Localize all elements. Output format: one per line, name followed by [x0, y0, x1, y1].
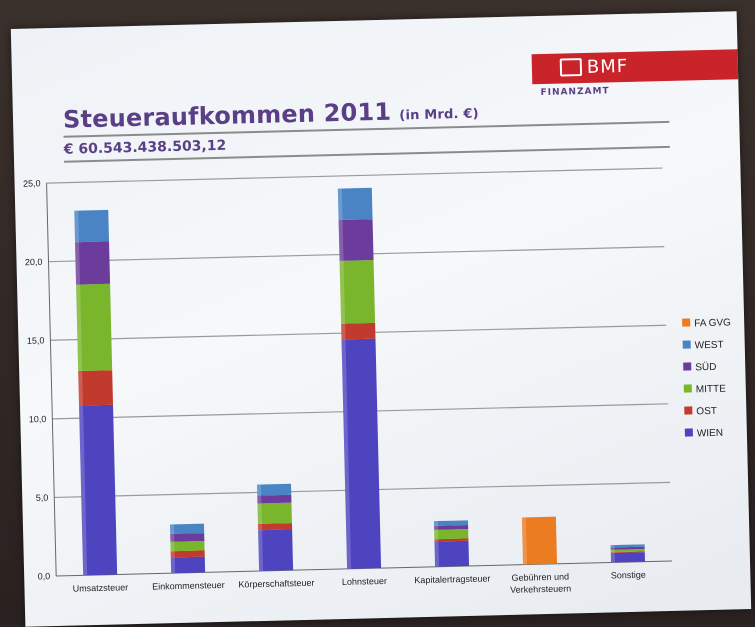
bar-highlight	[257, 503, 262, 524]
bar-highlight	[337, 188, 343, 221]
bar-highlight	[338, 219, 344, 261]
bar-highlight	[521, 517, 528, 565]
bar-segment-süd	[434, 525, 469, 530]
bar-segment-wien	[434, 540, 470, 567]
y-tick-label: 0,0	[38, 571, 51, 581]
bar-segment-mitte	[257, 502, 292, 524]
bar-segment-mitte	[610, 549, 645, 553]
bar-highlight	[74, 210, 80, 243]
bar-highlight	[170, 533, 175, 542]
bar-segment-west	[337, 187, 373, 221]
bar-highlight	[170, 551, 175, 558]
bar-highlight	[79, 405, 88, 576]
bar-highlight	[610, 545, 615, 548]
bar-segment-süd	[610, 546, 645, 550]
bar-segment-ost	[610, 551, 645, 554]
x-category-label: Sonstige	[611, 570, 646, 581]
legend-swatch	[683, 362, 692, 371]
legend-label: WIEN	[697, 428, 723, 440]
bar-segment-wien	[341, 338, 382, 569]
x-category-label: Einkommensteuer	[152, 580, 225, 592]
y-tick-label: 15,0	[27, 335, 45, 345]
y-tick-label: 20,0	[25, 257, 43, 267]
bar-highlight	[434, 525, 439, 530]
y-tick-label: 5,0	[36, 493, 49, 503]
bar-segment-ost	[78, 370, 114, 406]
bar-highlight	[75, 242, 81, 285]
bar-segment-ost	[170, 550, 205, 558]
x-category-label: Verkehrsteuern	[510, 583, 571, 594]
bar-segment-wien	[258, 529, 294, 572]
y-tick-label: 10,0	[29, 414, 47, 424]
legend-swatch	[682, 340, 691, 349]
bar-segment-west	[610, 544, 645, 548]
bars	[74, 187, 646, 576]
bar-segment-ost	[434, 538, 469, 542]
bar-segment-wien	[79, 404, 118, 576]
y-axis	[46, 183, 57, 577]
bar-highlight	[434, 541, 440, 567]
legend: FA GVG WEST SÜD MITTE OST WIEN	[682, 317, 731, 440]
bar-segment-süd	[338, 219, 374, 261]
bar-segment-mitte	[76, 283, 113, 372]
bar-highlight	[170, 557, 176, 574]
bar-segment-süd	[257, 494, 292, 504]
bar-highlight	[434, 539, 439, 542]
legend-swatch	[683, 384, 692, 393]
stacked-bar-chart: 0,0 5,0 10,0 15,0 20,0 25,0 Umsatzsteuer Einkom…	[23, 167, 731, 595]
x-category-label: Lohnsteuer	[342, 576, 387, 587]
bar-highlight	[257, 495, 262, 504]
bar-highlight	[434, 529, 439, 540]
x-category-label: Kapitalertragsteuer	[414, 573, 490, 585]
bar-highlight	[433, 521, 439, 526]
bar-highlight	[339, 260, 346, 324]
gridline	[46, 167, 663, 184]
bar-segment-wien	[170, 556, 206, 574]
legend-label: OST	[696, 406, 717, 417]
bar-highlight	[341, 339, 352, 569]
bar-segment-süd	[75, 241, 111, 285]
bar-segment-mitte	[170, 540, 205, 552]
x-category-label: Körperschaftsteuer	[238, 578, 314, 590]
legend-label: FA GVG	[694, 317, 731, 329]
bar-highlight	[169, 524, 175, 534]
bar-segment-west	[257, 483, 292, 496]
y-tick-label: 25,0	[23, 178, 41, 188]
legend-label: WEST	[695, 340, 724, 352]
bar-highlight	[170, 541, 175, 552]
bar-segment-west	[169, 523, 205, 534]
bar-highlight	[610, 552, 616, 563]
legend-label: MITTE	[696, 384, 727, 396]
legend-swatch	[684, 428, 693, 437]
bar-highlight	[257, 523, 263, 531]
bar-highlight	[76, 284, 83, 372]
bar-highlight	[257, 484, 262, 496]
bar-highlight	[610, 547, 615, 550]
bar-segment-mitte	[434, 528, 469, 540]
bar-segment-süd	[170, 533, 205, 542]
bar-segment-ost	[341, 322, 376, 340]
bar-highlight	[258, 530, 264, 572]
x-category-label: Gebühren und	[511, 571, 569, 582]
bar-highlight	[610, 549, 615, 553]
bar-segment-west	[433, 520, 469, 526]
axis-labels: 0,0 5,0 10,0 15,0 20,0 25,0 Umsatzsteuer Einkom…	[23, 178, 646, 595]
bar-highlight	[610, 552, 615, 554]
bar-segment-west	[74, 209, 110, 243]
legend-swatch	[684, 406, 693, 415]
bar-highlight	[78, 370, 84, 406]
bar-highlight	[341, 323, 346, 340]
bar-segment-ost	[257, 523, 293, 531]
projection-screen: BMF FINANZAMT Steueraufkommen 2011 (in Mr…	[10, 11, 752, 627]
legend-swatch	[682, 318, 691, 327]
legend-label: SÜD	[695, 361, 716, 374]
x-category-label: Umsatzsteuer	[73, 582, 129, 593]
bar-segment-fa-gvg	[521, 516, 558, 565]
bar-segment-mitte	[339, 260, 376, 324]
bar-segment-wien	[610, 552, 646, 563]
